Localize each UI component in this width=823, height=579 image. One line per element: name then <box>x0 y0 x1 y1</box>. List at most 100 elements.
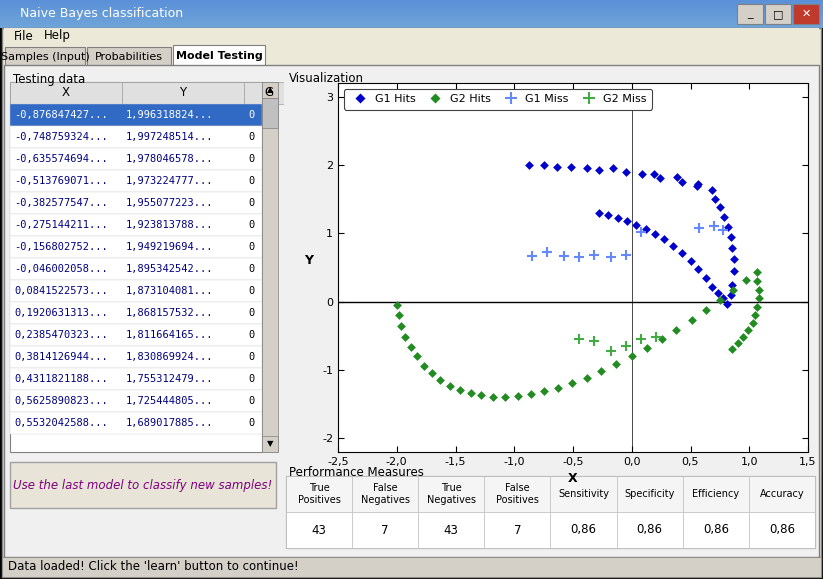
Point <box>746 318 760 328</box>
Bar <box>10 368 262 390</box>
Point <box>737 332 750 342</box>
Bar <box>10 412 262 434</box>
Point <box>752 294 765 303</box>
Point <box>711 289 724 298</box>
Point <box>692 264 705 273</box>
Text: 1,997248514...: 1,997248514... <box>126 132 213 142</box>
Bar <box>0 11 823 12</box>
Bar <box>10 126 262 148</box>
Point <box>434 376 447 385</box>
Text: -0,748759324...: -0,748759324... <box>14 132 108 142</box>
Text: 0: 0 <box>248 264 254 274</box>
Bar <box>262 436 278 452</box>
Bar <box>10 324 262 346</box>
Bar <box>10 104 262 126</box>
Bar <box>0 18 823 19</box>
Text: False
Positives: False Positives <box>496 483 539 505</box>
Point <box>676 177 689 186</box>
Bar <box>2 557 821 577</box>
Point <box>726 285 739 295</box>
Point <box>588 251 601 260</box>
Bar <box>0 23 823 24</box>
Point <box>699 273 712 283</box>
Bar <box>352 476 418 512</box>
Bar <box>0 15 823 16</box>
Point <box>667 241 680 250</box>
Point <box>511 391 524 401</box>
Text: -0,382577547...: -0,382577547... <box>14 198 108 208</box>
Text: Sensitivity: Sensitivity <box>558 489 609 499</box>
Text: _: _ <box>747 9 753 19</box>
Bar <box>5 47 85 67</box>
Point <box>751 267 764 277</box>
Bar <box>10 302 262 324</box>
Text: X: X <box>62 86 70 100</box>
Point <box>721 300 734 309</box>
Bar <box>485 476 551 512</box>
Point <box>726 280 739 290</box>
Text: 0: 0 <box>248 198 254 208</box>
Point <box>602 210 615 219</box>
Text: False
Negatives: False Negatives <box>360 483 410 505</box>
Point <box>649 229 662 239</box>
Point <box>541 248 554 257</box>
Bar <box>0 0 823 28</box>
Point <box>425 369 439 378</box>
Text: ▼: ▼ <box>267 439 273 449</box>
Text: 0: 0 <box>248 374 254 384</box>
Text: -0,513769071...: -0,513769071... <box>14 176 108 186</box>
Point <box>551 162 564 171</box>
Bar <box>4 65 819 557</box>
Text: 0,4311821188...: 0,4311821188... <box>14 374 108 384</box>
Text: 1,873104081...: 1,873104081... <box>126 286 213 296</box>
Text: ▲: ▲ <box>267 86 273 94</box>
Bar <box>683 512 749 548</box>
Bar <box>10 214 262 236</box>
Point <box>565 162 578 171</box>
Point <box>639 225 653 234</box>
Text: 1,949219694...: 1,949219694... <box>126 242 213 252</box>
Bar <box>10 390 262 412</box>
Point <box>464 389 477 398</box>
Point <box>525 251 538 261</box>
Point <box>670 325 683 334</box>
Bar <box>286 476 352 512</box>
Point <box>635 169 649 178</box>
Text: 1,868157532...: 1,868157532... <box>126 308 213 318</box>
Bar <box>749 476 815 512</box>
Text: 0: 0 <box>248 352 254 362</box>
Bar <box>10 258 262 280</box>
Point <box>731 339 744 348</box>
Point <box>580 373 593 382</box>
Text: 0,86: 0,86 <box>769 523 795 537</box>
Point <box>537 160 551 170</box>
Bar <box>284 68 817 548</box>
Point <box>611 213 624 222</box>
Text: Naive Bayes classification: Naive Bayes classification <box>20 8 184 20</box>
Point <box>619 251 632 260</box>
Bar <box>0 25 823 26</box>
Text: Y: Y <box>179 86 187 100</box>
Text: G: G <box>264 86 273 100</box>
Point <box>685 316 698 325</box>
Bar <box>262 98 278 128</box>
Point <box>658 235 671 244</box>
Point <box>593 166 606 175</box>
Point <box>537 387 551 396</box>
Point <box>621 217 634 226</box>
Bar <box>0 10 823 11</box>
Text: 1,996318824...: 1,996318824... <box>126 110 213 120</box>
Text: 0,0841522573...: 0,0841522573... <box>14 286 108 296</box>
Bar <box>4 28 819 45</box>
Point <box>705 185 718 194</box>
Text: Help: Help <box>44 30 71 42</box>
Text: 1,973224777...: 1,973224777... <box>126 176 213 186</box>
Bar <box>0 3 823 4</box>
Bar <box>10 82 122 104</box>
Text: 1,955077223...: 1,955077223... <box>126 198 213 208</box>
Point <box>393 311 406 320</box>
Point <box>640 343 653 353</box>
Bar <box>10 462 276 508</box>
Point <box>524 389 537 398</box>
Bar <box>0 12 823 13</box>
